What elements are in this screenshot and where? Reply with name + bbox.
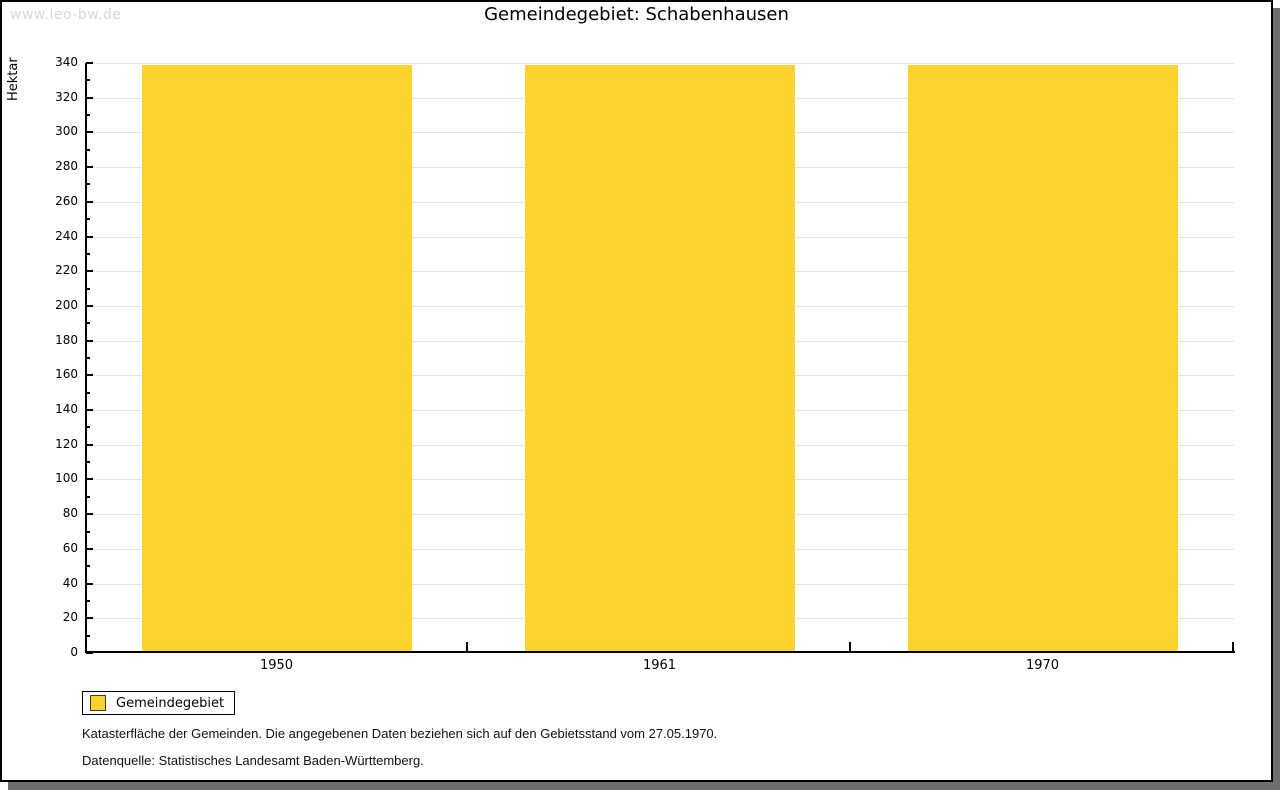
y-tick-minor [86, 322, 90, 324]
y-tick-minor [86, 461, 90, 463]
y-tick-major [86, 444, 93, 446]
y-tick-minor [86, 114, 90, 116]
bar [525, 65, 795, 653]
y-axis-tick-label: 40 [62, 576, 78, 590]
footnote-line: Datenquelle: Statistisches Landesamt Bad… [82, 753, 424, 768]
y-tick-minor [86, 496, 90, 498]
y-tick-major [86, 131, 93, 133]
x-axis-tick-label: 1970 [1025, 658, 1060, 673]
y-axis-tick-label: 200 [55, 298, 78, 312]
y-tick-major [86, 583, 93, 585]
x-axis-line [85, 651, 1235, 653]
y-tick-minor [86, 635, 90, 637]
y-tick-minor [86, 392, 90, 394]
x-axis-tick-label: 1961 [642, 658, 677, 673]
x-axis-tick-label: 1950 [259, 658, 294, 673]
y-tick-minor [86, 600, 90, 602]
y-tick-minor [86, 565, 90, 567]
y-tick-major [86, 305, 93, 307]
y-tick-minor [86, 531, 90, 533]
category-boundary-tick [466, 642, 468, 653]
y-tick-minor [86, 149, 90, 151]
page-title: Gemeindegebiet: Schabenhausen [484, 4, 789, 25]
footnote-line: Katasterfläche der Gemeinden. Die angege… [82, 726, 718, 741]
y-tick-major [86, 166, 93, 168]
y-tick-major [86, 548, 93, 550]
bar [142, 65, 412, 653]
y-axis-tick-label: 220 [55, 263, 78, 277]
y-axis-tick-label: 140 [55, 402, 78, 416]
legend-swatch [90, 695, 106, 711]
y-tick-major [86, 236, 93, 238]
y-axis-tick-label: 100 [55, 471, 78, 485]
y-axis-tick-label: 60 [62, 541, 78, 555]
category-boundary-tick [849, 642, 851, 653]
y-tick-minor [86, 218, 90, 220]
bar [908, 65, 1178, 653]
y-tick-minor [86, 426, 90, 428]
y-tick-major [86, 409, 93, 411]
y-axis-tick-label: 340 [55, 55, 78, 69]
y-tick-major [86, 513, 93, 515]
y-tick-minor [86, 288, 90, 290]
y-tick-major [86, 652, 93, 654]
y-axis-tick-label: 180 [55, 333, 78, 347]
legend-box: Gemeindegebiet [82, 691, 236, 715]
y-tick-major [86, 340, 93, 342]
category-boundary-tick [1232, 642, 1234, 653]
footnotes: Katasterfläche der Gemeinden. Die angege… [82, 726, 717, 780]
y-tick-major [86, 374, 93, 376]
bar-chart: 0 20 40 60 80 100 120 140 160 180 200 220 240 260 280 3… [2, 2, 1271, 780]
y-tick-major [86, 617, 93, 619]
y-axis-tick-label: 160 [55, 367, 78, 381]
y-axis-tick-label: 120 [55, 437, 78, 451]
y-tick-minor [86, 253, 90, 255]
legend-item: Gemeindegebiet [90, 695, 224, 711]
y-axis-tick-label: 260 [55, 194, 78, 208]
y-axis-tick-label: 80 [62, 506, 78, 520]
y-tick-major [86, 270, 93, 272]
y-tick-minor [86, 79, 90, 81]
watermark: www.leo-bw.de [10, 7, 122, 23]
y-axis-tick-label: 20 [62, 610, 78, 624]
legend-label: Gemeindegebiet [116, 695, 225, 711]
y-axis-tick-label: 300 [55, 124, 78, 138]
y-tick-major [86, 97, 93, 99]
y-axis-tick-label: 320 [55, 90, 78, 104]
y-axis-tick-label: 280 [55, 159, 78, 173]
y-tick-major [86, 201, 93, 203]
y-tick-minor [86, 183, 90, 185]
y-axis-tick-label: 240 [55, 229, 78, 243]
gridline [86, 63, 1234, 64]
y-tick-major [86, 478, 93, 480]
y-axis-tick-label: 0 [70, 645, 78, 659]
y-tick-minor [86, 357, 90, 359]
y-axis-line [85, 63, 87, 653]
y-tick-major [86, 62, 93, 64]
